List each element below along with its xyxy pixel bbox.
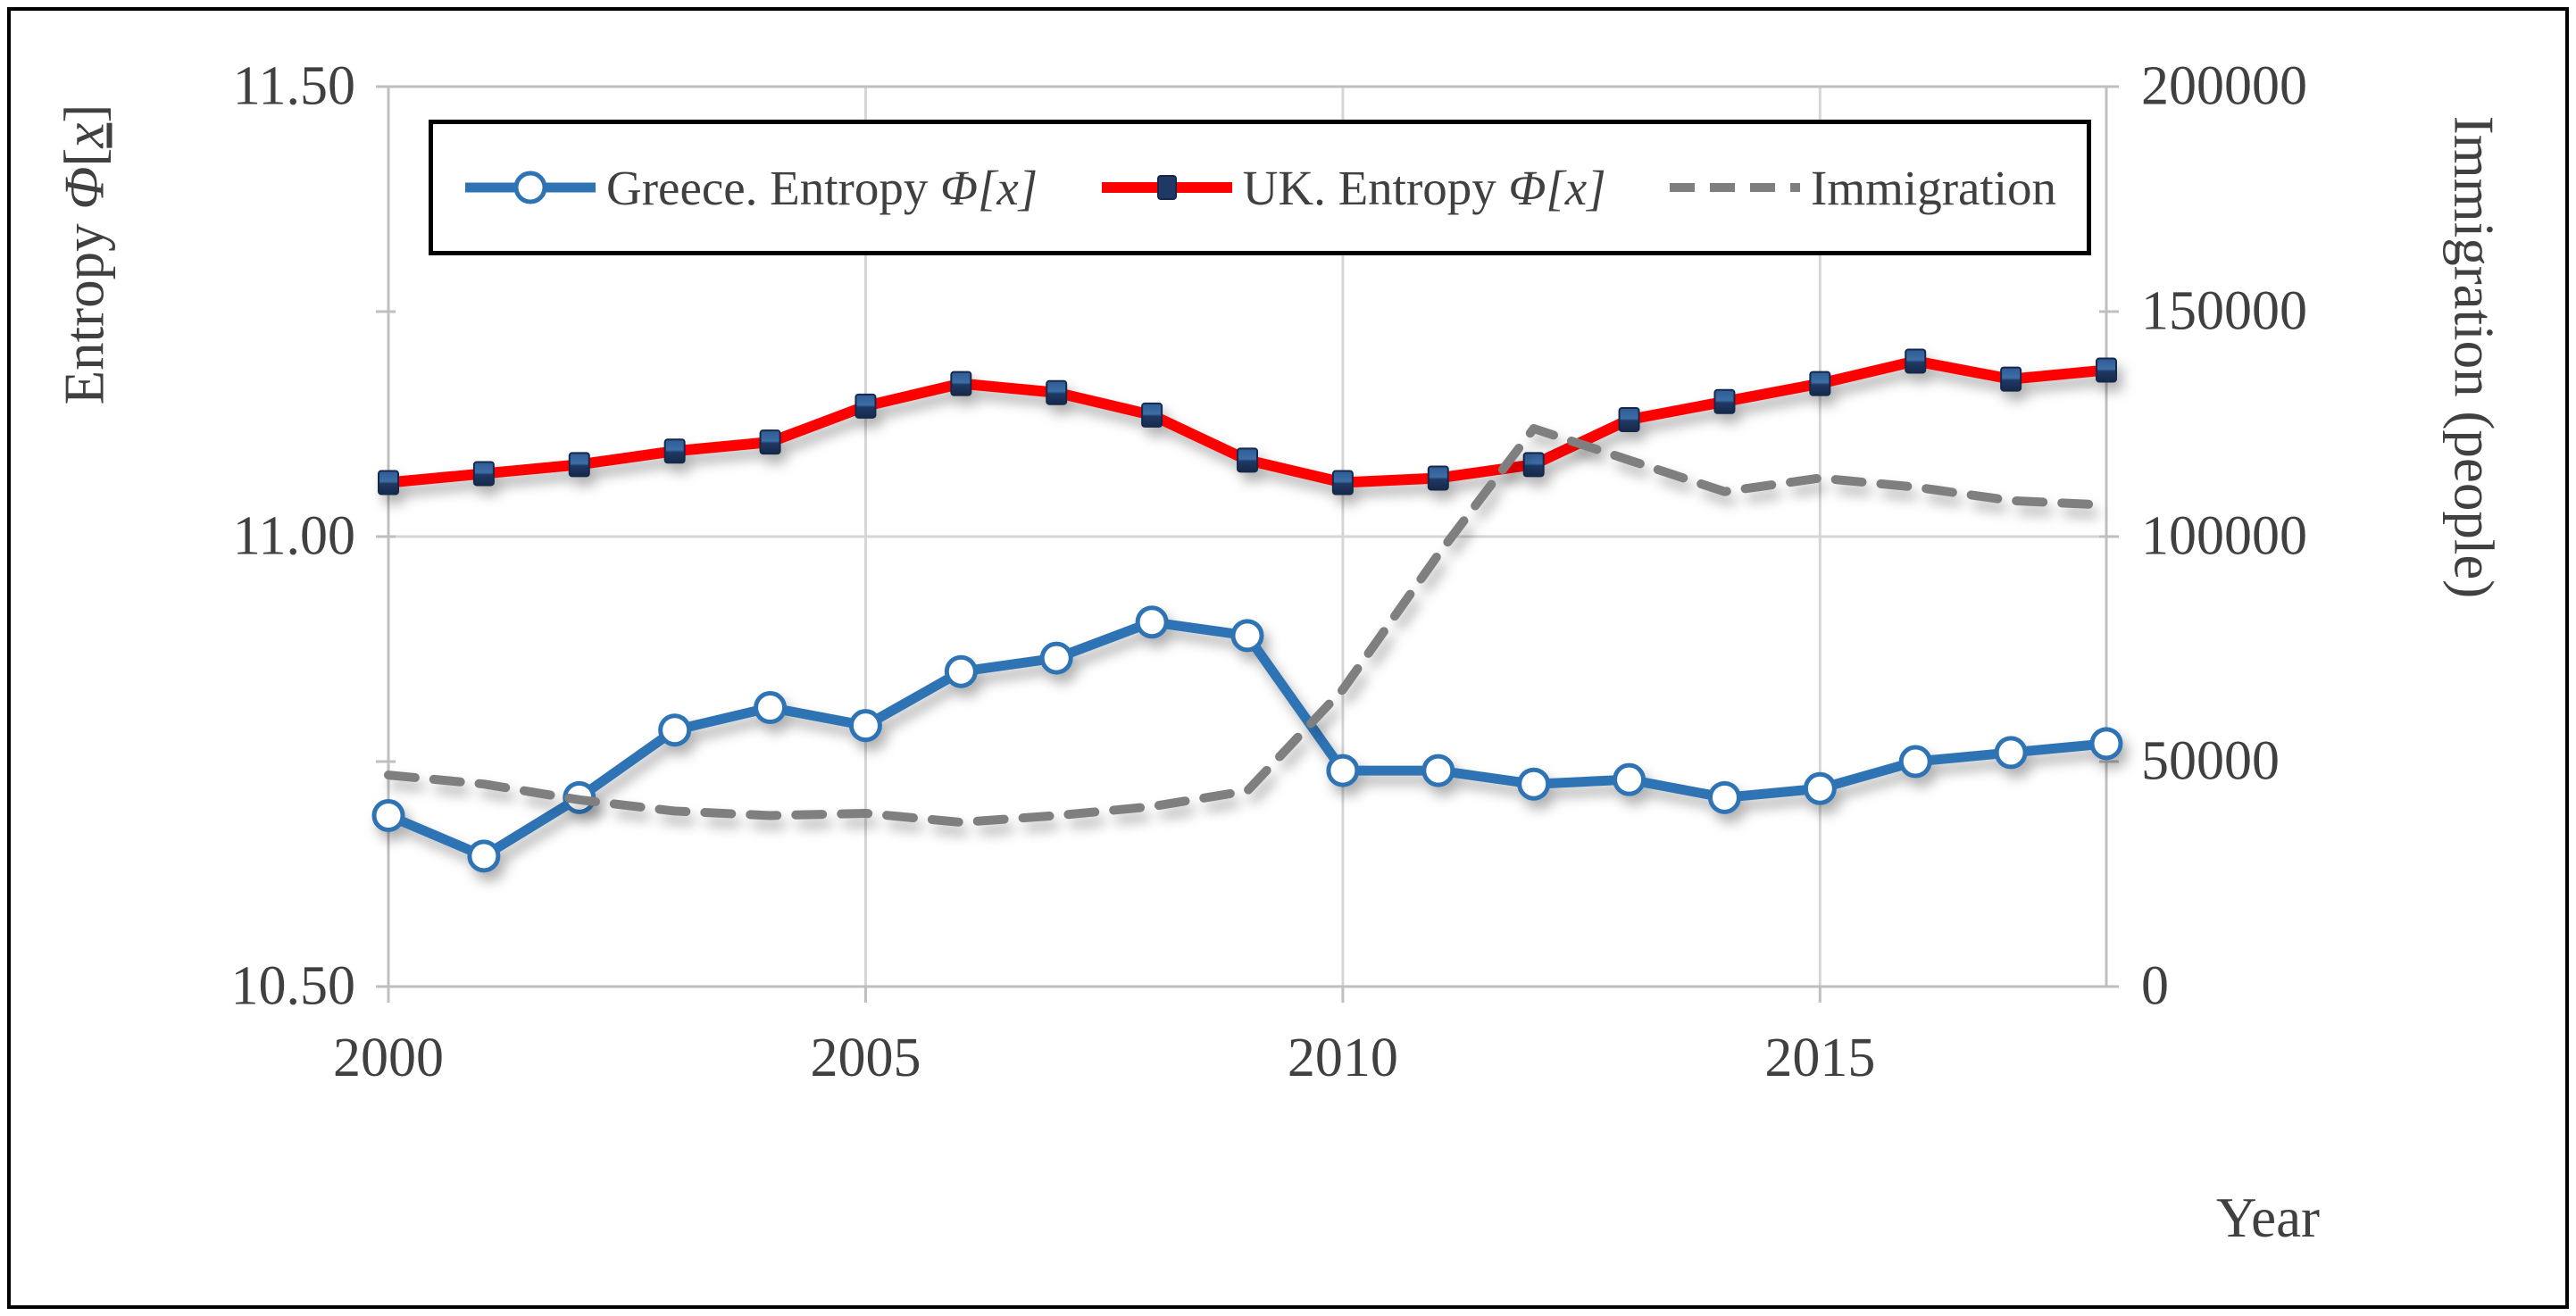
left-axis-title: Entropy Φ[x] bbox=[53, 104, 118, 405]
greece-data-point bbox=[658, 713, 692, 747]
greece-data-point bbox=[1994, 736, 2028, 770]
greece-data-point bbox=[371, 798, 405, 832]
y-right-tick-label: 150000 bbox=[2141, 280, 2307, 342]
uk-data-point bbox=[568, 452, 590, 478]
x-tick-label: 2000 bbox=[333, 1028, 444, 1088]
uk-data-point bbox=[1237, 447, 1258, 473]
greece-data-point bbox=[1707, 780, 1741, 814]
uk-data-point bbox=[2000, 366, 2022, 392]
uk-data-point bbox=[1809, 371, 1831, 396]
greece-data-point bbox=[1326, 754, 1360, 787]
left-axis-title-prefix: Entropy bbox=[53, 209, 116, 405]
uk-data-point bbox=[1331, 470, 1354, 496]
uk-data-point bbox=[663, 438, 686, 464]
uk-line bbox=[378, 348, 2117, 496]
phi-symbol: Φ bbox=[53, 166, 116, 210]
greece-data-point bbox=[467, 839, 501, 873]
uk-data-point bbox=[854, 393, 877, 419]
y-left-tick-label: 11.00 bbox=[232, 505, 355, 567]
immigration-line bbox=[384, 424, 2111, 828]
x-axis-title: Year bbox=[2215, 1187, 2321, 1249]
greece-data-point bbox=[1421, 754, 1455, 787]
legend-item-immigration: Immigration bbox=[1668, 160, 2056, 216]
uk-data-point bbox=[1905, 348, 1927, 374]
greece-line-sample-icon bbox=[465, 171, 596, 204]
greece-data-point bbox=[1039, 641, 1073, 675]
y-left-tick-label: 10.50 bbox=[230, 955, 356, 1017]
uk-data-point bbox=[1046, 379, 1068, 405]
y-right-tick-label: 100000 bbox=[2141, 505, 2307, 567]
y-right-tick-label: 200000 bbox=[2141, 55, 2307, 117]
legend-item-greece: Greece. Entropy Φ[x] bbox=[463, 160, 1038, 216]
y-left-tick-label: 11.50 bbox=[232, 55, 355, 117]
legend-label-greece: Greece. Entropy Φ[x] bbox=[606, 160, 1038, 215]
legend-item-uk: UK. Entropy Φ[x] bbox=[1100, 160, 1606, 216]
y-right-tick-label: 50000 bbox=[2141, 730, 2280, 792]
greece-line bbox=[371, 605, 2123, 873]
legend: Greece. Entropy Φ[x] UK. Entropy Φ[x] Im… bbox=[429, 120, 2091, 255]
uk-data-point bbox=[1713, 388, 1736, 414]
uk-data-point bbox=[1141, 402, 1163, 428]
greece-data-point bbox=[754, 691, 788, 725]
greece-data-point bbox=[944, 654, 978, 688]
legend-label-uk: UK. Entropy Φ[x] bbox=[1242, 160, 1606, 215]
greece-data-point bbox=[1230, 619, 1264, 653]
uk-data-point bbox=[1522, 452, 1545, 478]
x-symbol: x bbox=[53, 122, 116, 148]
greece-data-point bbox=[848, 709, 882, 743]
greece-data-point bbox=[1135, 605, 1169, 639]
uk-line-sample-icon bbox=[1101, 175, 1232, 200]
right-axis-title: Immigration (people) bbox=[2442, 115, 2505, 599]
greece-data-point bbox=[1898, 745, 1932, 779]
uk-data-point bbox=[1618, 406, 1640, 432]
uk-data-point bbox=[950, 371, 972, 396]
y-right-tick-label: 0 bbox=[2141, 955, 2169, 1017]
uk-data-point bbox=[378, 470, 399, 496]
figure-border bbox=[7, 7, 2569, 1309]
uk-data-point bbox=[2096, 357, 2117, 383]
greece-data-point bbox=[1613, 762, 1646, 796]
bracket-close: ] bbox=[53, 104, 116, 123]
bracket-open: [ bbox=[53, 147, 116, 167]
immigration-line-sample-icon bbox=[1670, 183, 1801, 192]
uk-data-point bbox=[759, 429, 781, 455]
greece-data-point bbox=[1803, 771, 1837, 805]
greece-data-point bbox=[2089, 727, 2123, 761]
legend-label-immigration: Immigration bbox=[1811, 160, 2056, 215]
uk-data-point bbox=[472, 461, 495, 487]
uk-data-point bbox=[1427, 465, 1449, 491]
x-tick-label: 2010 bbox=[1287, 1028, 1398, 1088]
greece-data-point bbox=[1517, 767, 1551, 801]
x-tick-label: 2015 bbox=[1764, 1028, 1876, 1088]
x-tick-label: 2005 bbox=[810, 1028, 921, 1088]
